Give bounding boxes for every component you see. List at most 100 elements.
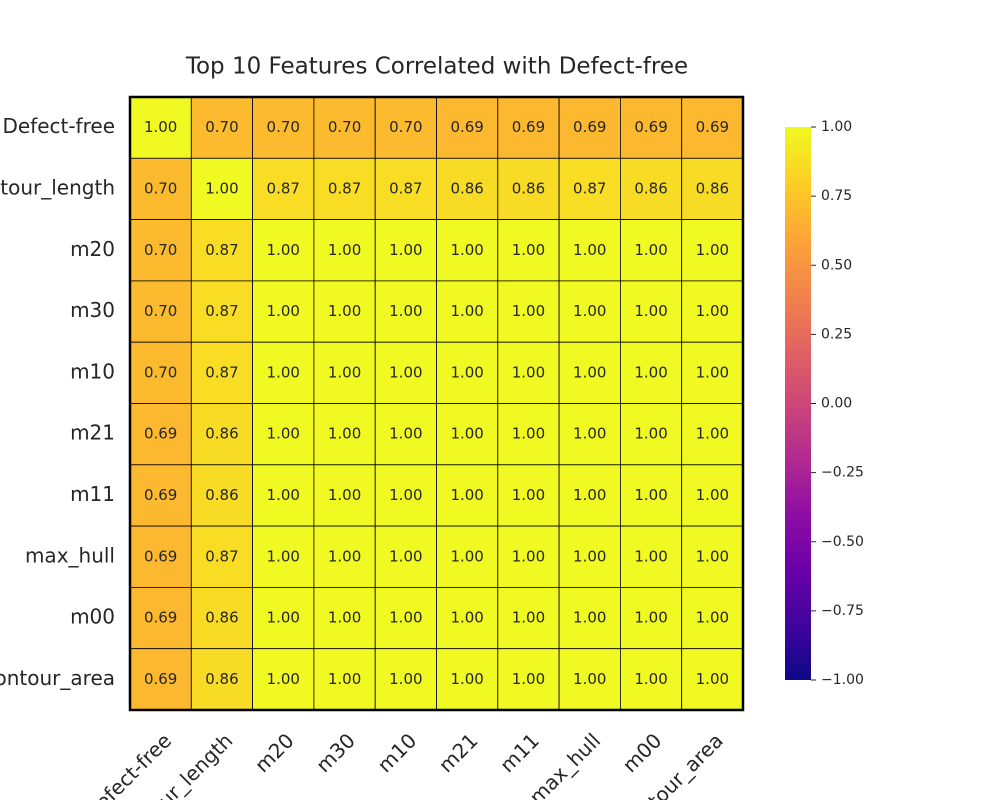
- heatmap-cell: [252, 587, 315, 650]
- heatmap-cell: [190, 219, 254, 282]
- heatmap-cell: [497, 648, 560, 711]
- heatmap-cell: [620, 464, 683, 527]
- cell-label: 0.87: [205, 302, 238, 320]
- cell-label: 0.87: [389, 179, 422, 197]
- cell-label: 1.00: [512, 302, 545, 320]
- heatmap-cell: [374, 587, 437, 650]
- x-tick-label: m00: [618, 728, 667, 777]
- y-tick-label: contour_length: [0, 175, 115, 199]
- cell-label: 0.87: [573, 179, 606, 197]
- cell-label: 0.86: [634, 179, 667, 197]
- heatmap-cell: [190, 341, 254, 404]
- cell-label: 1.00: [512, 670, 545, 688]
- heatmap-cell: [374, 341, 437, 404]
- heatmap-cell: [252, 219, 315, 282]
- heatmap-cell: [252, 525, 315, 588]
- cell-label: 1.00: [450, 609, 483, 627]
- heatmap-cell: [681, 341, 744, 404]
- colorbar-tick-label: −0.25: [821, 465, 864, 481]
- heatmap-cell: [436, 403, 499, 466]
- heatmap-cell: [190, 648, 254, 711]
- heatmap-cell: [558, 219, 621, 282]
- cell-label: 1.00: [389, 670, 422, 688]
- cell-label: 1.00: [389, 486, 422, 504]
- heatmap-cell: [129, 96, 192, 159]
- y-tick-label: contour_area: [0, 666, 115, 690]
- cell-label: 1.00: [389, 425, 422, 443]
- colorbar: [785, 127, 811, 680]
- cell-label: 1.00: [512, 241, 545, 259]
- y-tick-label: Defect-free: [2, 114, 115, 138]
- heatmap-cell: [374, 525, 437, 588]
- cell-label: 0.69: [144, 425, 177, 443]
- colorbar-tick-label: 0.75: [821, 188, 852, 204]
- cell-label: 1.00: [512, 609, 545, 627]
- cell-label: 1.00: [144, 118, 177, 136]
- y-tick-label: max_hull: [25, 543, 115, 567]
- heatmap-cell: [252, 157, 315, 221]
- heatmap-cell: [190, 157, 254, 221]
- heatmap-cell: [497, 219, 560, 282]
- heatmap-cell: [190, 587, 254, 650]
- cell-label: 1.00: [634, 302, 667, 320]
- heatmap-cell: [436, 96, 499, 159]
- cell-label: 0.87: [205, 241, 238, 259]
- cell-label: 0.69: [144, 609, 177, 627]
- cell-label: 0.70: [144, 302, 177, 320]
- cell-label: 1.00: [696, 363, 729, 381]
- cell-label: 1.00: [512, 363, 545, 381]
- cell-label: 1.00: [512, 547, 545, 565]
- cell-label: 1.00: [389, 241, 422, 259]
- cell-label: 1.00: [328, 302, 361, 320]
- cell-label: 0.86: [205, 609, 238, 627]
- cell-label: 1.00: [696, 302, 729, 320]
- cell-label: 0.87: [205, 547, 238, 565]
- heatmap-cell: [681, 648, 744, 711]
- heatmap-cell: [436, 648, 499, 711]
- cell-label: 1.00: [696, 241, 729, 259]
- heatmap-cell: [436, 464, 499, 527]
- heatmap-cell: [190, 96, 254, 159]
- x-tick-label: m30: [311, 728, 360, 777]
- heatmap-cell: [129, 648, 192, 711]
- heatmap-cell: [313, 157, 376, 221]
- cell-label: 1.00: [328, 670, 361, 688]
- cell-label: 0.87: [328, 179, 361, 197]
- heatmap-cell: [129, 280, 192, 343]
- cell-label: 1.00: [328, 241, 361, 259]
- cell-label: 1.00: [573, 241, 606, 259]
- y-tick-label: m21: [70, 421, 115, 445]
- cell-label: 0.86: [205, 425, 238, 443]
- heatmap-cell: [129, 464, 192, 527]
- heatmap-border: [128, 95, 745, 712]
- cell-label: 1.00: [573, 609, 606, 627]
- cell-label: 1.00: [328, 486, 361, 504]
- cell-label: 1.00: [696, 425, 729, 443]
- y-tick-label: m30: [70, 298, 115, 322]
- heatmap-cell: [497, 280, 560, 343]
- cell-label: 0.86: [696, 179, 729, 197]
- heatmap-cell: [558, 280, 621, 343]
- heatmap-cell: [681, 157, 744, 221]
- y-tick-label: m10: [70, 359, 115, 383]
- cell-label: 1.00: [450, 425, 483, 443]
- cell-label: 1.00: [634, 670, 667, 688]
- colorbar-tick-label: 0.25: [821, 326, 852, 342]
- cell-label: 1.00: [450, 670, 483, 688]
- heatmap-cell: [436, 525, 499, 588]
- cell-label: 0.86: [450, 179, 483, 197]
- heatmap-cell: [252, 341, 315, 404]
- cell-label: 1.00: [389, 363, 422, 381]
- heatmap-cell: [436, 341, 499, 404]
- cell-label: 1.00: [267, 547, 300, 565]
- cell-label: 0.87: [267, 179, 300, 197]
- cell-label: 1.00: [267, 486, 300, 504]
- cell-label: 0.86: [205, 670, 238, 688]
- heatmap-cell: [681, 96, 744, 159]
- cell-label: 0.70: [389, 118, 422, 136]
- heatmap-cell: [313, 403, 376, 466]
- heatmap-cell: [436, 280, 499, 343]
- heatmap-cell: [497, 525, 560, 588]
- cell-label: 1.00: [573, 363, 606, 381]
